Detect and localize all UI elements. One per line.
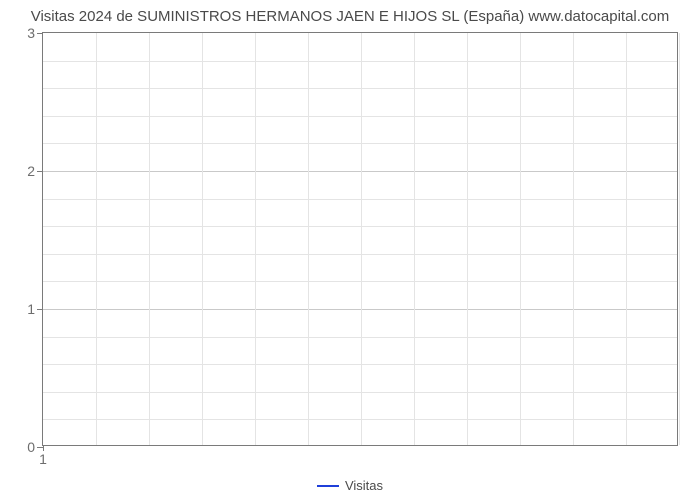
grid-line-minor-v <box>414 33 415 445</box>
grid-line-minor-v <box>255 33 256 445</box>
grid-line-minor-v <box>308 33 309 445</box>
grid-line-minor-h <box>43 419 677 420</box>
y-tick-label: 3 <box>27 25 43 41</box>
legend-label: Visitas <box>345 478 383 493</box>
grid-line-minor-v <box>679 33 680 445</box>
grid-line-minor-h <box>43 143 677 144</box>
grid-line-minor-v <box>573 33 574 445</box>
grid-line-minor-h <box>43 392 677 393</box>
chart-title: Visitas 2024 de SUMINISTROS HERMANOS JAE… <box>0 8 700 25</box>
grid-line-minor-h <box>43 281 677 282</box>
legend: Visitas <box>0 478 700 493</box>
grid-line-minor-h <box>43 254 677 255</box>
grid-line-minor-v <box>202 33 203 445</box>
chart-container: Visitas 2024 de SUMINISTROS HERMANOS JAE… <box>0 0 700 500</box>
grid-line-minor-v <box>467 33 468 445</box>
grid-line-minor-h <box>43 116 677 117</box>
grid-line-minor-h <box>43 364 677 365</box>
legend-swatch <box>317 485 339 487</box>
y-tick-label: 1 <box>27 301 43 317</box>
x-tick-label: 1 <box>39 445 47 467</box>
plot-area: 01231 <box>42 32 678 446</box>
grid-line-minor-h <box>43 88 677 89</box>
grid-line-minor-v <box>361 33 362 445</box>
grid-line-major-h <box>43 309 677 310</box>
y-tick-label: 2 <box>27 163 43 179</box>
grid-line-minor-v <box>626 33 627 445</box>
grid-line-minor-h <box>43 61 677 62</box>
grid-line-minor-v <box>149 33 150 445</box>
grid-line-minor-h <box>43 226 677 227</box>
grid-line-major-h <box>43 171 677 172</box>
grid-line-minor-v <box>96 33 97 445</box>
grid-line-minor-v <box>520 33 521 445</box>
grid-line-minor-h <box>43 337 677 338</box>
grid-line-minor-h <box>43 199 677 200</box>
